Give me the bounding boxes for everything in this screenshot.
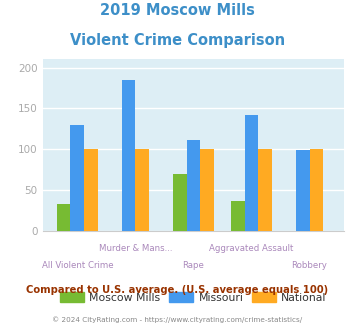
Bar	[136, 149, 149, 231]
Bar	[245, 115, 258, 231]
Bar	[121, 80, 136, 231]
Bar	[173, 174, 186, 231]
Text: Rape: Rape	[182, 261, 204, 270]
Text: Violent Crime Comparison: Violent Crime Comparison	[70, 33, 285, 48]
Text: Compared to U.S. average. (U.S. average equals 100): Compared to U.S. average. (U.S. average …	[26, 285, 329, 295]
Text: Murder & Mans...: Murder & Mans...	[99, 244, 172, 253]
Bar	[201, 149, 214, 231]
Text: Robbery: Robbery	[291, 261, 327, 270]
Bar	[310, 149, 323, 231]
Bar	[258, 149, 272, 231]
Text: © 2024 CityRating.com - https://www.cityrating.com/crime-statistics/: © 2024 CityRating.com - https://www.city…	[53, 317, 302, 323]
Bar	[84, 149, 98, 231]
Bar	[296, 150, 310, 231]
Bar	[70, 125, 84, 231]
Text: 2019 Moscow Mills: 2019 Moscow Mills	[100, 3, 255, 18]
Legend: Moscow Mills, Missouri, National: Moscow Mills, Missouri, National	[56, 288, 331, 307]
Text: Aggravated Assault: Aggravated Assault	[209, 244, 294, 253]
Bar	[56, 204, 70, 231]
Bar	[231, 201, 245, 231]
Bar	[186, 140, 201, 231]
Text: All Violent Crime: All Violent Crime	[42, 261, 113, 270]
